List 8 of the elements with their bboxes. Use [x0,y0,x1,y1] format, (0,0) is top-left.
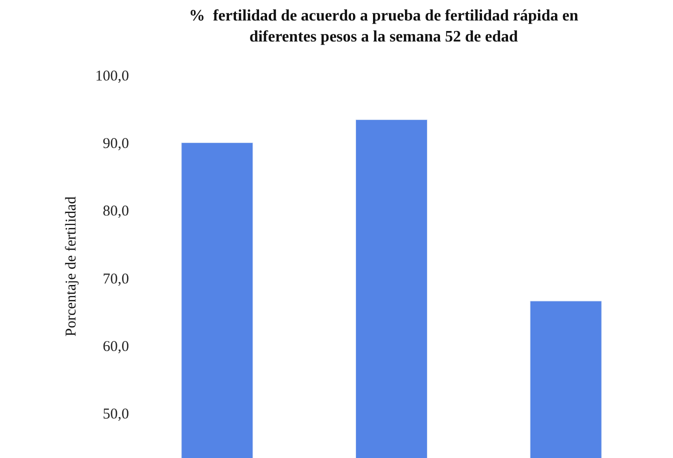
chart-title: % fertilidad de acuerdo a prueba de fertilidad rápida en diferentes pesos a la semana 52 de edad [188,8,578,46]
y-tick-label: 70,0 [102,271,129,288]
y-tick-label: 100,0 [95,68,129,84]
y-axis-title: Porcentaje de fertilidad [64,196,80,336]
y-tick-label: 50,0 [102,406,129,423]
y-tick-label: 90,0 [102,136,129,152]
y-tick-label: 80,0 [102,204,129,220]
y-tick-label: 60,0 [102,338,129,355]
